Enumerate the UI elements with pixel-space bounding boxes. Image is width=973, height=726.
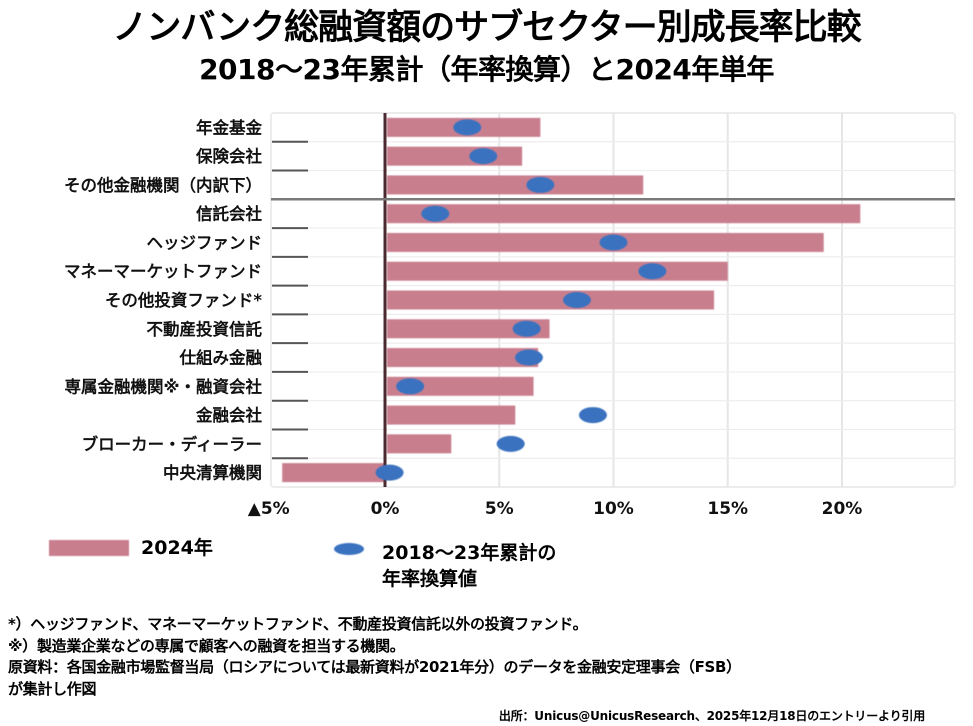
category-label: 年金基金	[196, 117, 263, 137]
x-tick-label: 15%	[707, 499, 748, 519]
dot-2018-23	[599, 234, 628, 251]
source-note-line2: が集計し作図	[8, 679, 97, 698]
bar-2024	[387, 290, 715, 310]
category-label: 保険会社	[195, 146, 263, 166]
footnote-kome: ※）製造業企業などの専属で顧客への融資を担当する機関。	[8, 636, 405, 655]
source-note-line1: 原資料：各国金融市場監督当局（ロシアについては最新資料が2021年分）のデータを…	[8, 658, 741, 676]
category-label: 専属金融機関※・融資会社	[64, 376, 262, 396]
bar-2024	[387, 146, 523, 166]
footnote-asterisk: *）ヘッジファンド、マネーマーケットファンド、不動産投資信託以外の投資ファンド。	[8, 615, 588, 633]
x-tick-label: 0%	[371, 499, 400, 519]
bar-2024	[387, 434, 452, 454]
dots	[375, 119, 667, 481]
bars	[282, 117, 861, 483]
category-label: その他投資ファンド*	[105, 290, 263, 310]
category-label: 信託会社	[196, 204, 263, 224]
dot-2018-23	[638, 263, 667, 280]
bar-2024	[387, 261, 728, 281]
legend-label-2024: 2024年	[141, 537, 213, 559]
bar-2024	[387, 319, 550, 339]
dot-2018-23	[526, 176, 555, 193]
footnotes: *）ヘッジファンド、マネーマーケットファンド、不動産投資信託以外の投資ファンド。…	[8, 614, 968, 700]
chart-subtitle: 2018～23年累計（年率換算）と2024年単年	[199, 53, 774, 86]
dot-2018-23	[469, 148, 498, 165]
x-tick-labels: ▲5% 0% 5% 10% 15% 20%	[248, 499, 863, 519]
x-tick-label: 5%	[485, 499, 514, 519]
bar-2024	[387, 376, 534, 396]
dot-2018-23	[562, 292, 591, 308]
axes	[271, 113, 955, 487]
category-label: その他金融機関（内訳下）	[64, 175, 262, 195]
dot-2018-23	[421, 205, 450, 222]
gridlines	[271, 113, 955, 487]
dot-2018-23	[514, 349, 543, 366]
bar-2024	[387, 405, 516, 425]
category-label: マネーマーケットファンド	[64, 262, 262, 281]
dot-2018-23	[453, 119, 482, 136]
citation: 出所：Unicus@UnicusResearch、2025年12月18日のエント…	[498, 709, 925, 723]
x-tick-label: 20%	[822, 499, 863, 519]
legend-label-line2: 年率換算値	[382, 568, 478, 590]
dot-2018-23	[578, 407, 607, 424]
x-tick-label: ▲5%	[248, 499, 290, 519]
bar-2024	[387, 175, 644, 195]
dot-2018-23	[375, 464, 404, 481]
dot-2018-23	[496, 435, 525, 452]
legend-label-2018-23: 2018～23年累計の 年率換算値	[382, 540, 642, 592]
category-label: 仕組み金融	[179, 348, 263, 368]
category-label: 金融会社	[195, 405, 263, 425]
category-label: ヘッジファンド	[147, 233, 263, 252]
chart-title: ノンバンク総融資額のサブセクター別成長率比較	[112, 8, 861, 48]
bar-2024	[387, 204, 861, 224]
category-label: 不動産投資信託	[147, 319, 263, 339]
dot-2018-23	[512, 320, 541, 337]
bar-2024	[282, 463, 385, 483]
legend-label-line1: 2018～23年累計の	[382, 542, 557, 564]
x-tick-label: 10%	[593, 499, 634, 519]
category-label: 中央清算機関	[163, 463, 262, 483]
bar-2024	[387, 348, 539, 368]
legend-swatch-2024	[49, 540, 129, 556]
legend-swatch-2018-23	[334, 543, 364, 555]
category-label: ブローカー・ディーラー	[82, 434, 262, 454]
dot-2018-23	[396, 378, 425, 395]
